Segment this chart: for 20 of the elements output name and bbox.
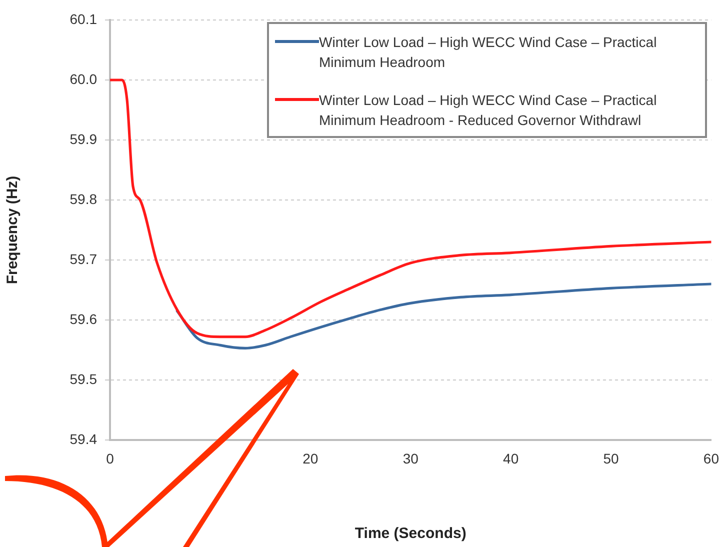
y-tick-label: 59.7	[70, 250, 98, 267]
y-tick-label: 59.5	[70, 370, 98, 387]
x-tick-label: 60	[703, 450, 720, 466]
y-tick-label: 59.6	[70, 310, 98, 327]
y-axis-title: Frequency (Hz)	[4, 176, 22, 284]
x-tick-label: 50	[603, 450, 620, 466]
x-tick-label: 30	[402, 450, 419, 466]
line-series	[176, 282, 712, 350]
x-tick-label: 40	[503, 450, 519, 466]
line-series	[110, 78, 712, 338]
y-tick-label: 60.1	[70, 10, 98, 27]
legend-label: Winter Low Load – High WECC Wind Case – Practical Minimum Headroom - Reduced Governor Withdrawl	[319, 91, 658, 130]
x-tick-label: 20	[302, 450, 318, 466]
y-tick-label: 59.9	[70, 130, 98, 147]
x-axis-title: Time (Seconds)	[354, 525, 466, 542]
y-tick-label: 59.8	[70, 190, 98, 207]
legend-label: Winter Low Load – High WECC Wind Case – Practical Minimum Headroom	[319, 33, 658, 72]
x-tick-label: 0	[106, 450, 114, 466]
y-tick-label: 59.4	[70, 430, 98, 447]
y-tick-label: 60.0	[70, 70, 98, 87]
